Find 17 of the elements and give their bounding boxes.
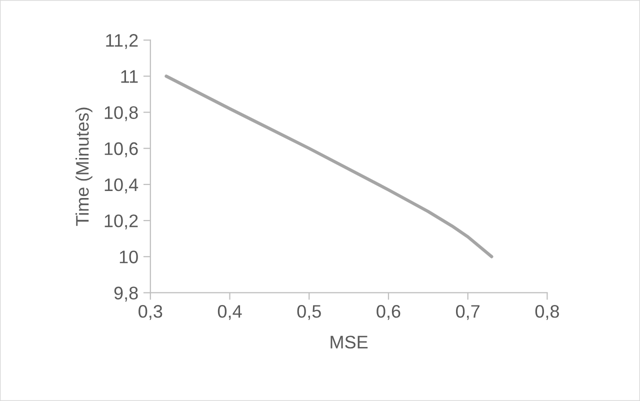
y-tick-label: 10,6	[104, 142, 138, 158]
y-tick-label: 10,2	[104, 214, 138, 230]
x-tick-label: 0,4	[218, 305, 242, 320]
x-tick-label: 0,6	[376, 305, 400, 320]
y-tick-label: 10,8	[104, 106, 138, 122]
y-axis-title: Time (Minutes)	[76, 108, 92, 226]
x-tick-label: 0,7	[456, 305, 480, 320]
y-tick-label: 11	[121, 70, 138, 83]
x-tick-label: 0,5	[297, 305, 321, 320]
line-series	[164, 74, 494, 258]
y-tick-label: 10	[120, 250, 138, 264]
x-axis-title: MSE	[330, 336, 368, 349]
y-tick-label: 11,2	[106, 34, 138, 49]
x-tick-label: 0,8	[535, 305, 559, 320]
x-tick-label: 0,3	[138, 305, 162, 320]
y-tick-label: 9,8	[114, 286, 138, 302]
y-tick-label: 10,4	[104, 178, 138, 194]
